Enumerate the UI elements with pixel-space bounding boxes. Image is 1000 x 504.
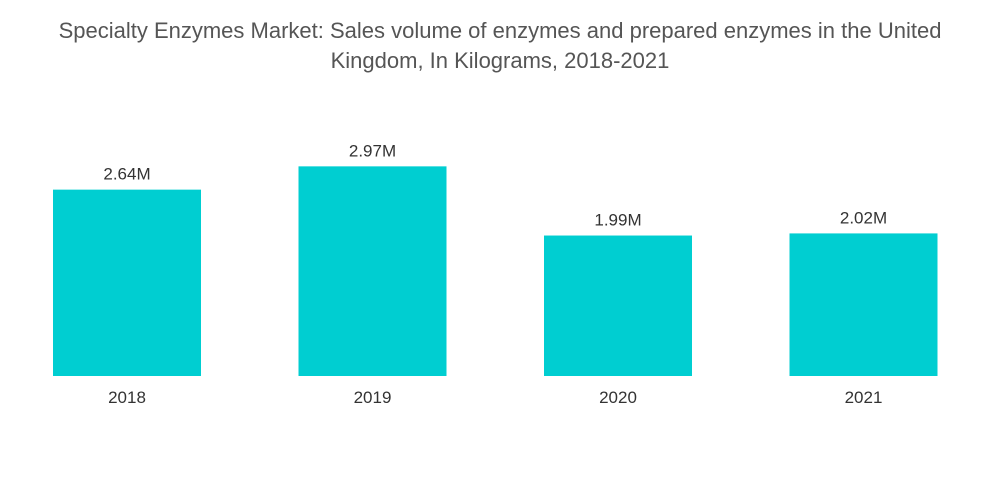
plot-area: 2.64M 2018 2.97M 2019 1.99M 2020 2.02M 2021 (53, 141, 938, 407)
bar-2018 (53, 189, 201, 376)
data-label-2021: 2.02M (840, 208, 887, 227)
chart-title: Specialty Enzymes Market: Sales volume o… (10, 16, 990, 76)
bar-2020 (544, 235, 692, 376)
x-tick-label-2018: 2018 (108, 388, 146, 407)
data-label-2018: 2.64M (103, 165, 150, 184)
bar-2021 (789, 233, 938, 376)
data-label-2019: 2.97M (349, 141, 396, 160)
bar-2019 (298, 166, 447, 376)
chart-title-line-1: Specialty Enzymes Market: Sales volume o… (58, 18, 942, 43)
x-tick-label-2021: 2021 (845, 388, 883, 407)
x-tick-label-2020: 2020 (599, 388, 637, 407)
data-label-2020: 1.99M (594, 211, 641, 230)
x-tick-label-2019: 2019 (354, 388, 392, 407)
chart-title-line-2: Kingdom, In Kilograms, 2018-2021 (330, 48, 670, 73)
